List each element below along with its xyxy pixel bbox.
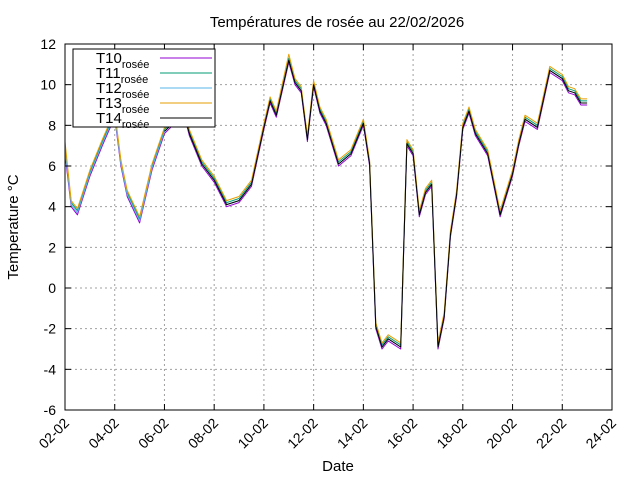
legend-entry-t10: T10rosée	[96, 50, 212, 71]
plot-area-frame	[64, 43, 613, 411]
x-tick-label: 12-02	[284, 415, 321, 452]
x-tick-label: 24-02	[582, 415, 619, 452]
y-tick-label: 10	[40, 77, 56, 93]
y-tick-label: -4	[44, 361, 57, 377]
y-tick-label: 6	[48, 158, 56, 174]
y-tick-label: 8	[48, 117, 56, 133]
series-lines	[64, 53, 588, 350]
axis-ticks	[64, 43, 613, 411]
legend-label-subscript: rosée	[122, 89, 150, 101]
legend-label-subscript: rosée	[122, 104, 150, 116]
legend-label-subscript: rosée	[122, 119, 150, 131]
legend-label-subscript: rosée	[122, 59, 150, 71]
y-tick-label: 0	[48, 280, 56, 296]
x-tick-label: 20-02	[483, 415, 520, 452]
y-tick-label: -2	[44, 321, 57, 337]
x-tick-label: 02-02	[35, 415, 72, 452]
y-tick-label: -6	[44, 402, 57, 418]
y-tick-label: 2	[48, 239, 56, 255]
legend-label: T10rosée	[96, 50, 149, 71]
series-line-t14	[164, 59, 588, 348]
y-tick-label: 12	[40, 36, 56, 52]
x-tick-label: 06-02	[135, 415, 172, 452]
y-axis-title: Temperature °C	[5, 174, 22, 279]
x-tick-label: 18-02	[433, 415, 470, 452]
y-axis-tick-labels: -6 -4 -2 0 2 4 6 8 10 12	[40, 36, 56, 418]
x-axis-tick-labels: 02-02 04-02 06-02 08-02 10-02 12-02 14-02 16-02…	[35, 415, 619, 452]
series-line-t10	[64, 61, 588, 350]
x-tick-label: 22-02	[533, 415, 570, 452]
x-axis-title: Date	[322, 458, 354, 475]
y-tick-label: 4	[48, 199, 56, 215]
legend-label-subscript: rosée	[121, 74, 149, 86]
x-tick-label: 10-02	[234, 415, 271, 452]
x-tick-label: 16-02	[384, 415, 421, 452]
x-tick-label: 04-02	[85, 415, 122, 452]
x-tick-label: 14-02	[334, 415, 371, 452]
chart-title: Températures de rosée au 22/02/2026	[210, 14, 464, 31]
x-tick-label: 08-02	[185, 415, 222, 452]
